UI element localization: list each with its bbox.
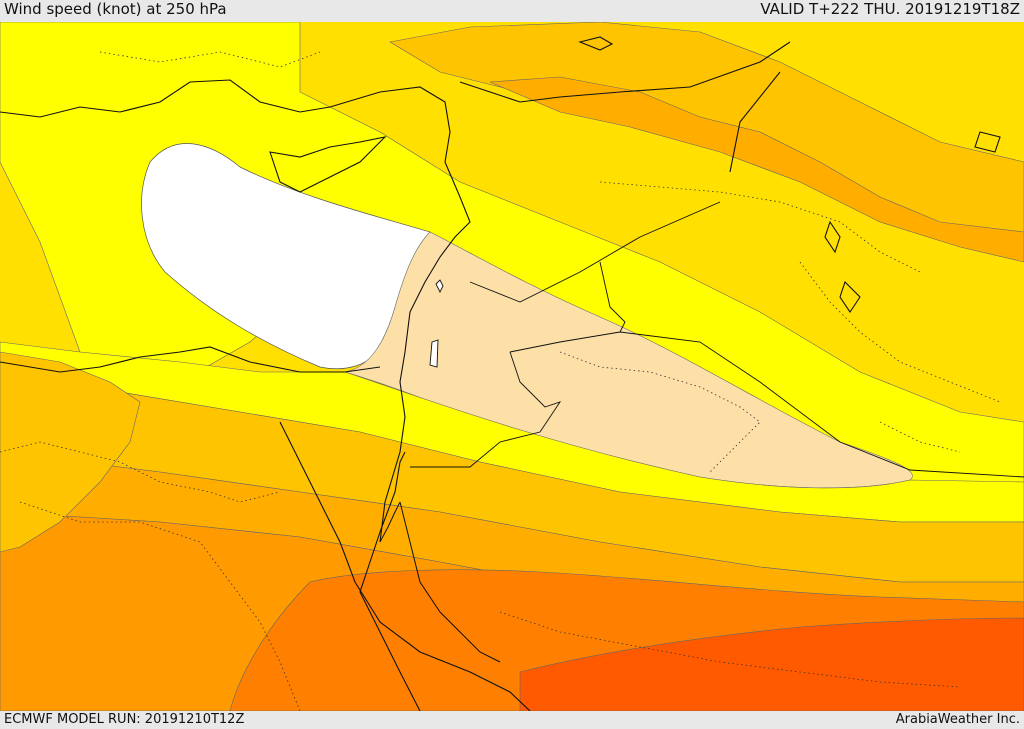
credit-label: ArabiaWeather Inc. [895, 712, 1020, 727]
political-borders [410, 201, 1024, 478]
map-canvas [0, 22, 1024, 711]
map-header: Wind speed (knot) at 250 hPa VALID T+222… [0, 0, 1024, 22]
contour-band-8 [519, 617, 1024, 711]
gulf-coasts [379, 501, 501, 663]
map-footer: ECMWF MODEL RUN: 20191210T12Z ArabiaWeat… [0, 711, 1024, 729]
internal-borders [0, 51, 1001, 711]
wind-speed-map[interactable] [0, 22, 1024, 711]
coastlines [0, 36, 1001, 711]
valid-time-label: VALID T+222 THU. 20191219T18Z [760, 0, 1020, 18]
contour-band-west-orange [0, 351, 141, 553]
lakes [429, 279, 444, 368]
contour-band-north-orange-2 [489, 76, 1024, 263]
model-run-label: ECMWF MODEL RUN: 20191210T12Z [4, 712, 245, 727]
contour-band-yellow-south [0, 341, 1024, 523]
map-title: Wind speed (knot) at 250 hPa [4, 0, 227, 18]
